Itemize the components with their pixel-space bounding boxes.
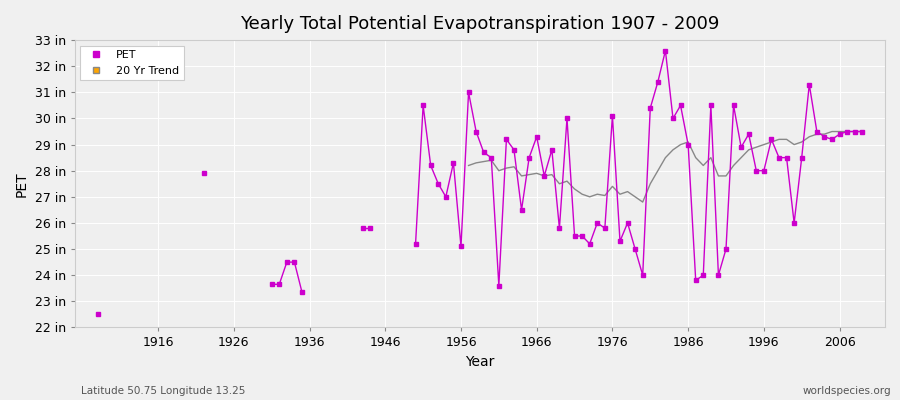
- 20 Yr Trend: [706, 155, 716, 160]
- 20 Yr Trend: [826, 129, 837, 134]
- 20 Yr Trend: [728, 163, 739, 168]
- X-axis label: Year: Year: [465, 355, 495, 369]
- Text: Latitude 50.75 Longitude 13.25: Latitude 50.75 Longitude 13.25: [81, 386, 246, 396]
- 20 Yr Trend: [721, 174, 732, 178]
- Y-axis label: PET: PET: [15, 171, 29, 196]
- 20 Yr Trend: [464, 163, 474, 168]
- Title: Yearly Total Potential Evapotranspiration 1907 - 2009: Yearly Total Potential Evapotranspiratio…: [240, 15, 720, 33]
- 20 Yr Trend: [698, 163, 708, 168]
- Legend: PET, 20 Yr Trend: PET, 20 Yr Trend: [80, 46, 184, 80]
- 20 Yr Trend: [569, 186, 580, 191]
- Text: worldspecies.org: worldspecies.org: [803, 386, 891, 396]
- 20 Yr Trend: [637, 200, 648, 204]
- 20 Yr Trend: [774, 137, 785, 142]
- 20 Yr Trend: [857, 129, 868, 134]
- Line: 20 Yr Trend: 20 Yr Trend: [469, 132, 862, 202]
